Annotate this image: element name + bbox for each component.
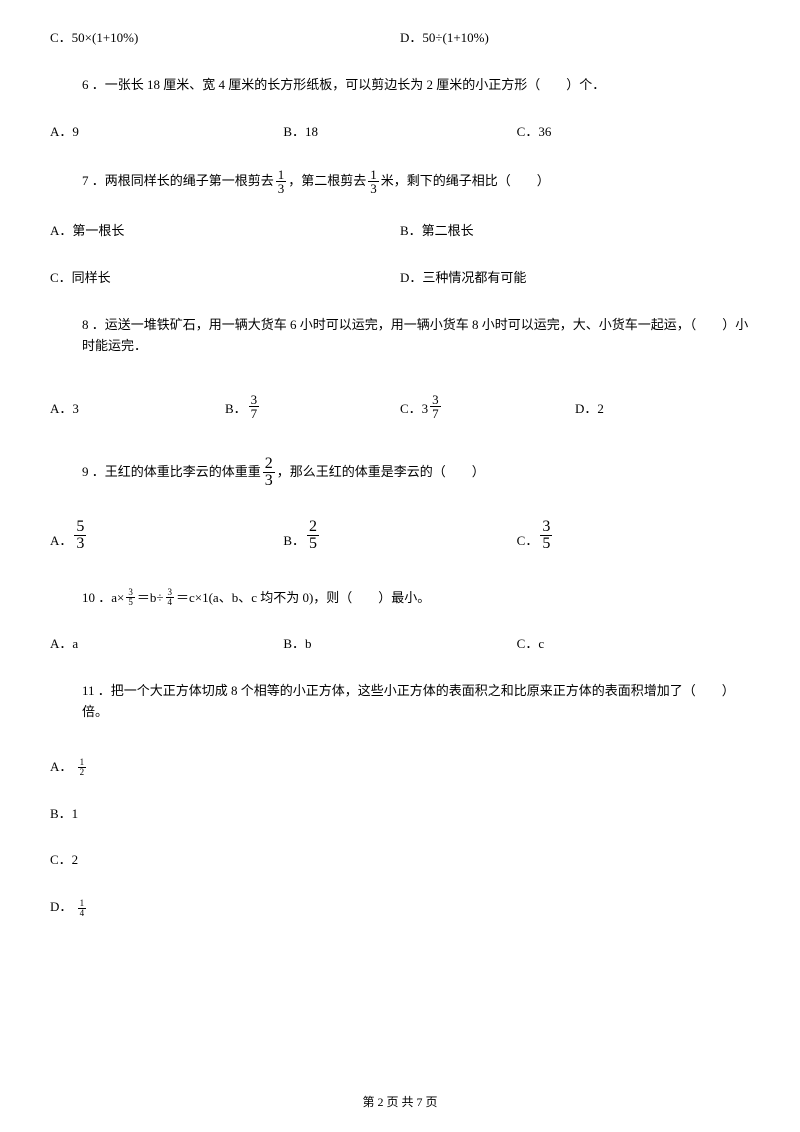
q9-a-num: 5 xyxy=(74,519,86,536)
q5-option-d: D．50÷(1+10%) xyxy=(400,28,750,49)
q8-text: 8 ．运送一堆铁矿石，用一辆大货车 6 小时可以运完，用一辆小货车 8 小时可以… xyxy=(50,315,750,357)
q11-option-c: C．2 xyxy=(50,850,750,871)
q7-options-ab: A．第一根长 B．第二根长 xyxy=(50,221,750,242)
q7-option-a: A．第一根长 xyxy=(50,221,400,242)
q7-part2: ，第二根剪去 xyxy=(288,171,366,192)
q6-text: 6 ．一张长 18 厘米、宽 4 厘米的长方形纸板，可以剪边长为 2 厘米的小正… xyxy=(50,75,750,96)
q5-option-c: C．50×(1+10%) xyxy=(50,28,400,49)
q8-b-pre: B． xyxy=(225,399,247,420)
q7-option-d: D．三种情况都有可能 xyxy=(400,268,750,289)
q11-d-pre: D． xyxy=(50,899,72,914)
q9-f-num: 2 xyxy=(263,456,275,473)
q7-option-b: B．第二根长 xyxy=(400,221,750,242)
q10-f1-den: 5 xyxy=(126,598,135,607)
q10-part3: ＝c×1(a、b、c 均不为 0)，则（ ）最小。 xyxy=(176,588,430,609)
q11-text: 11 ．把一个大正方体切成 8 个相等的小正方体，这些小正方体的表面积之和比原来… xyxy=(50,681,750,723)
q8-option-d: D．2 xyxy=(575,399,750,420)
q8-c-den: 7 xyxy=(430,407,441,420)
q8-option-a: A．3 xyxy=(50,399,225,420)
q7-f1-num: 1 xyxy=(276,168,287,182)
q11-a-frac: 1 2 xyxy=(78,758,87,777)
q9-option-b: B． 2 5 xyxy=(283,519,516,552)
q7-frac2: 1 3 xyxy=(368,168,379,195)
q10-frac1: 3 5 xyxy=(126,588,135,607)
q9-frac: 2 3 xyxy=(263,456,275,489)
q9-b-pre: B． xyxy=(283,531,305,552)
q11-d-den: 4 xyxy=(78,909,87,918)
q11-a-pre: A． xyxy=(50,759,72,774)
q8-b-num: 3 xyxy=(249,393,260,407)
q8-options: A．3 B． 3 7 C．3 3 7 D．2 xyxy=(50,393,750,420)
q9-text: 9 ．王红的体重比李云的体重重 2 3 ，那么王红的体重是李云的（ ） xyxy=(50,456,485,489)
q9-options: A． 5 3 B． 2 5 C． 3 5 xyxy=(50,519,750,552)
q8-c-pre: C．3 xyxy=(400,399,428,420)
q10-option-b: B．b xyxy=(283,634,516,655)
q7-f2-den: 3 xyxy=(368,182,379,195)
q7-option-c: C．同样长 xyxy=(50,268,400,289)
q8-c-frac: 3 7 xyxy=(430,393,441,420)
q9-c-num: 3 xyxy=(540,519,552,536)
q7-text: 7 ．两根同样长的绳子第一根剪去 1 3 ，第二根剪去 1 3 米，剩下的绳子相… xyxy=(50,168,550,195)
q10-part1: 10 ．a× xyxy=(82,588,124,609)
q11-a-den: 2 xyxy=(78,768,87,777)
q8-c-num: 3 xyxy=(430,393,441,407)
q7-frac1: 1 3 xyxy=(276,168,287,195)
q10-options: A．a B．b C．c xyxy=(50,634,750,655)
q9-option-c: C． 3 5 xyxy=(517,519,750,552)
q9-b-num: 2 xyxy=(307,519,319,536)
q8-option-b: B． 3 7 xyxy=(225,393,400,420)
q9-a-den: 3 xyxy=(74,536,86,552)
q9-option-a: A． 5 3 xyxy=(50,519,283,552)
q6-options: A．9 B．18 C．36 xyxy=(50,122,750,143)
q10-frac2: 3 4 xyxy=(166,588,175,607)
q7-part3: 米，剩下的绳子相比（ ） xyxy=(381,171,550,192)
q10-option-a: A．a xyxy=(50,634,283,655)
q10-part2: ＝b÷ xyxy=(137,588,164,609)
q10-text: 10 ．a× 3 5 ＝b÷ 3 4 ＝c×1(a、b、c 均不为 0)，则（ … xyxy=(50,588,430,609)
q9-a-pre: A． xyxy=(50,531,72,552)
q11-d-frac: 1 4 xyxy=(78,899,87,918)
q9-part2: ，那么王红的体重是李云的（ ） xyxy=(277,462,485,483)
q7-options-cd: C．同样长 D．三种情况都有可能 xyxy=(50,268,750,289)
q6-option-b: B．18 xyxy=(283,122,516,143)
q9-a-frac: 5 3 xyxy=(74,519,86,552)
q8-option-c: C．3 3 7 xyxy=(400,393,575,420)
q6-option-c: C．36 xyxy=(517,122,750,143)
q9-part1: 9 ．王红的体重比李云的体重重 xyxy=(82,462,261,483)
q10-f2-den: 4 xyxy=(166,598,175,607)
q11-option-b: B．1 xyxy=(50,804,750,825)
q7-part1: 7 ．两根同样长的绳子第一根剪去 xyxy=(82,171,274,192)
q11-option-d: D． 1 4 xyxy=(50,897,750,918)
page-footer: 第 2 页 共 7 页 xyxy=(0,1093,800,1110)
q9-c-frac: 3 5 xyxy=(540,519,552,552)
q9-c-pre: C． xyxy=(517,531,539,552)
q9-b-den: 5 xyxy=(307,536,319,552)
q8-b-frac: 3 7 xyxy=(249,393,260,420)
q6-option-a: A．9 xyxy=(50,122,283,143)
q8-b-den: 7 xyxy=(249,407,260,420)
q7-f2-num: 1 xyxy=(368,168,379,182)
q9-c-den: 5 xyxy=(540,536,552,552)
q11-option-a: A． 1 2 xyxy=(50,757,750,778)
q10-option-c: C．c xyxy=(517,634,750,655)
q5-options-cd: C．50×(1+10%) D．50÷(1+10%) xyxy=(50,28,750,49)
q9-b-frac: 2 5 xyxy=(307,519,319,552)
q7-f1-den: 3 xyxy=(276,182,287,195)
q9-f-den: 3 xyxy=(263,473,275,489)
